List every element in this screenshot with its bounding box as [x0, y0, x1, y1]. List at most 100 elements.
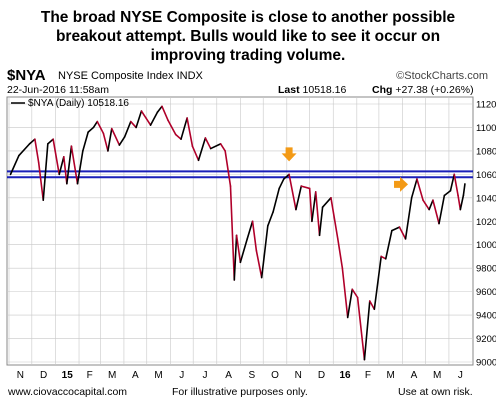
y-tick-label: 10000	[476, 240, 496, 251]
price-segment	[102, 132, 109, 152]
x-tick-label: J	[202, 370, 207, 381]
price-segment	[368, 300, 376, 311]
price-segment	[295, 185, 303, 211]
price-segment	[308, 187, 313, 223]
price-segment	[9, 154, 20, 176]
x-tick-label: S	[248, 370, 255, 381]
price-segment	[373, 255, 382, 311]
x-tick-label: O	[271, 370, 279, 381]
chart-date: 22-Jun-2016 11:58am	[7, 84, 109, 96]
price-segment	[251, 220, 258, 252]
price-segment	[96, 120, 105, 135]
price-segment	[318, 206, 324, 237]
annotations	[281, 147, 409, 192]
x-axis-labels: N D 15 F M A M J J A S O N D 16 F M A M J	[17, 370, 463, 381]
plot-frame	[6, 96, 474, 366]
y-tick-label: 11000	[476, 123, 496, 134]
x-tick-label: N	[295, 370, 302, 381]
price-segment	[87, 126, 95, 133]
price-segment	[118, 136, 126, 146]
price-segment	[404, 197, 413, 240]
y-tick-label: 10600	[476, 170, 496, 181]
arrow-right-icon	[394, 176, 409, 192]
x-tick-label: 16	[339, 370, 351, 381]
price-series	[9, 105, 466, 361]
price-segment	[346, 288, 354, 319]
x-gridlines	[8, 97, 450, 365]
price-segment	[219, 143, 226, 152]
y-tick-label: 11200	[476, 100, 496, 111]
price-segment	[462, 183, 466, 197]
y-tick-label: 9200	[476, 334, 496, 345]
x-tick-label: J	[179, 370, 184, 381]
price-segment	[110, 127, 121, 146]
price-segment	[311, 191, 317, 223]
price-segment	[186, 117, 194, 148]
price-segment	[224, 150, 232, 187]
price-segment	[197, 137, 207, 162]
y-axis-labels: 9000 9200 9400 9600 9800 10000 10200 10400 10600…	[476, 100, 496, 369]
price-segment	[229, 185, 236, 281]
price-segment	[209, 143, 222, 150]
price-segment	[42, 143, 49, 201]
price-segment	[391, 226, 401, 232]
last-label: Last	[278, 84, 300, 96]
chg-label: Chg	[372, 84, 393, 96]
y-gridlines	[7, 103, 473, 363]
last-value: 10518.16	[302, 84, 347, 96]
x-tick-label: J	[458, 370, 463, 381]
price-segment	[278, 178, 285, 190]
price-segment	[34, 138, 40, 164]
price-segment	[235, 234, 242, 264]
price-segment	[167, 119, 177, 136]
price-segment	[438, 194, 446, 225]
y-tick-label: 10200	[476, 217, 496, 228]
price-segment	[123, 120, 132, 138]
y-tick-label: 9400	[476, 311, 496, 322]
x-tick-label: A	[132, 370, 139, 381]
footer-risk: Use at own risk.	[398, 386, 473, 398]
x-tick-label: A	[411, 370, 418, 381]
price-segment	[428, 199, 434, 211]
price-segment	[161, 105, 169, 122]
x-tick-label: 15	[62, 370, 74, 381]
chart-index-name: NYSE Composite Index INDX	[58, 70, 203, 82]
x-tick-label: D	[40, 370, 47, 381]
price-segment	[37, 161, 45, 201]
resistance-lines	[7, 170, 473, 179]
y-tick-label: 10400	[476, 193, 496, 204]
price-segment	[457, 194, 462, 211]
price-segment	[398, 226, 407, 240]
price-segment	[449, 173, 456, 192]
chart-credit: ©StockCharts.com	[396, 70, 488, 82]
price-segment	[432, 199, 440, 225]
x-tick-label: F	[87, 370, 93, 381]
price-segment	[255, 249, 263, 279]
chg-value: +27.38 (+0.26%)	[395, 84, 474, 96]
price-segment	[384, 229, 393, 260]
price-segment	[453, 173, 459, 197]
price-segment	[82, 131, 89, 152]
x-tick-label: N	[17, 370, 24, 381]
price-segment	[76, 150, 84, 185]
headline: The broad NYSE Composite is close to ano…	[0, 8, 496, 65]
price-segment	[58, 155, 65, 176]
price-segment	[330, 197, 339, 240]
x-tick-label: M	[433, 370, 441, 381]
y-tick-label: 9000	[476, 358, 496, 369]
price-segment	[356, 296, 366, 361]
price-segment	[70, 145, 79, 185]
y-tick-label: 10800	[476, 146, 496, 157]
price-segment	[239, 238, 249, 264]
price-segment	[107, 127, 113, 152]
price-segment	[288, 173, 297, 211]
price-segment	[380, 255, 387, 260]
price-segment	[129, 120, 137, 129]
price-segment	[180, 117, 188, 140]
price-segment	[351, 288, 359, 299]
headline-line-2: breakout attempt. Bulls would like to se…	[55, 28, 441, 45]
price-segment	[272, 187, 280, 213]
price-segment	[363, 300, 371, 361]
price-segment	[459, 194, 465, 211]
price-segment	[337, 238, 344, 269]
